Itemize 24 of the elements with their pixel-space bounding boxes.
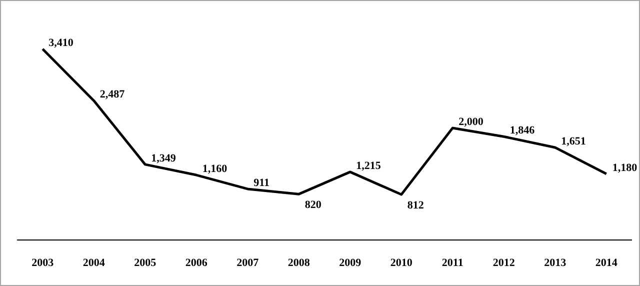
data-label: 812 [407, 200, 424, 212]
data-label: 1,846 [510, 124, 536, 137]
x-tick-label: 2014 [595, 257, 618, 269]
data-label: 820 [304, 199, 322, 212]
data-label: 911 [254, 176, 270, 189]
x-tick-label: 2011 [442, 257, 464, 269]
x-tick-label: 2013 [544, 257, 567, 269]
data-label: 1,349 [151, 152, 176, 164]
x-tick-label: 2010 [390, 257, 413, 269]
x-tick-label: 2003 [32, 257, 54, 269]
x-tick-label: 2004 [82, 257, 106, 269]
x-tick-label: 2006 [185, 257, 208, 269]
x-tick-label: 2005 [134, 257, 157, 269]
x-tick-label: 2007 [236, 257, 260, 269]
x-tick-label: 2009 [339, 257, 362, 269]
data-label: 1,651 [561, 136, 586, 148]
data-label: 2,487 [100, 88, 126, 101]
data-label: 1,180 [612, 162, 638, 174]
data-label: 2,000 [458, 116, 484, 128]
x-tick-label: 2008 [288, 257, 310, 269]
data-label: 3,410 [48, 37, 74, 49]
x-tick-label: 2012 [492, 257, 516, 269]
data-label: 1,160 [202, 163, 228, 176]
data-label: 1,215 [356, 160, 382, 172]
